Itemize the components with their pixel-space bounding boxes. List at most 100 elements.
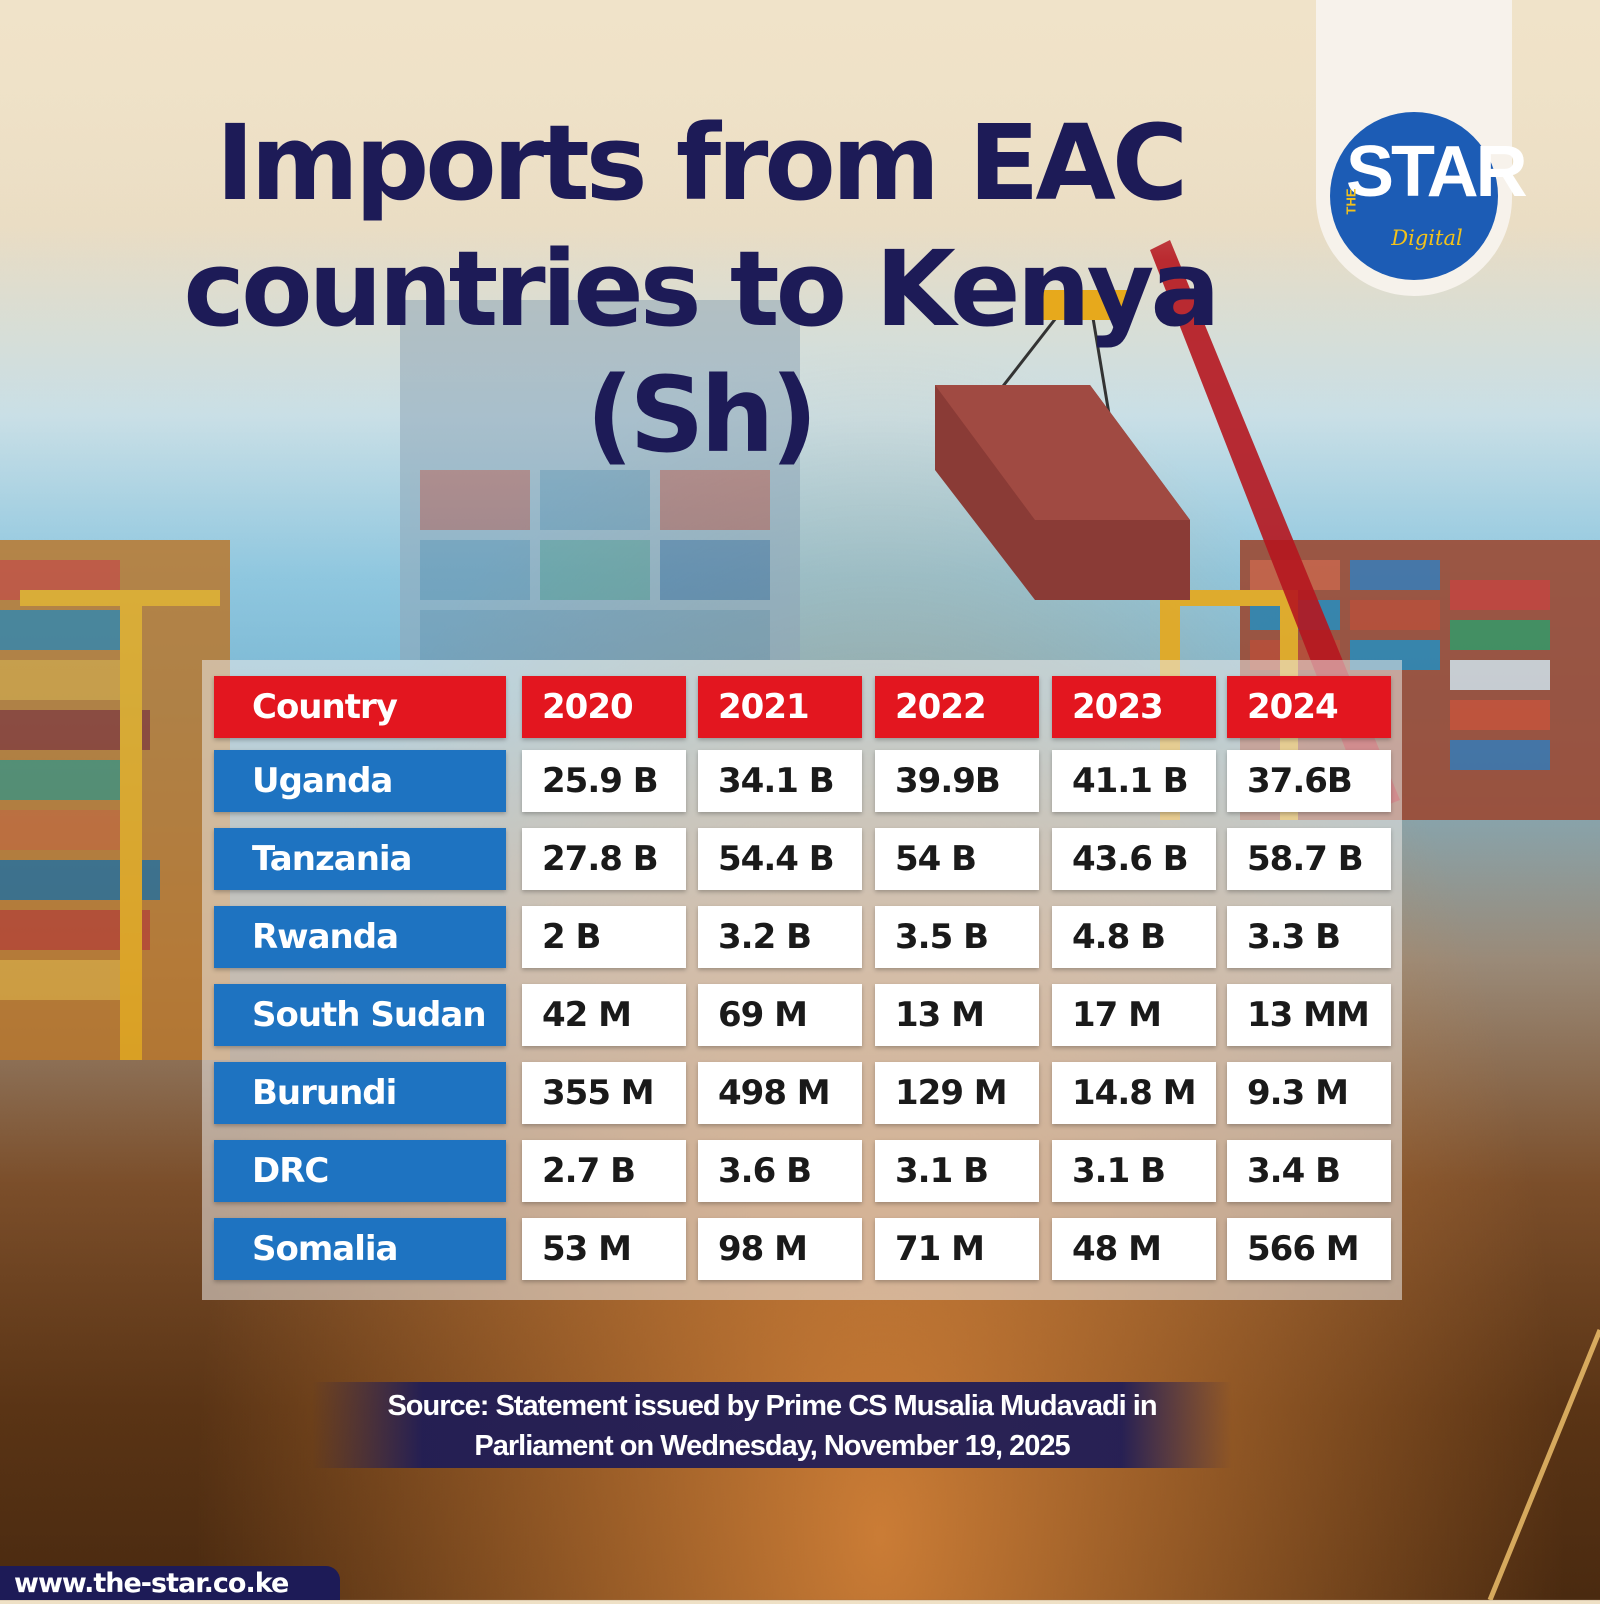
cell-tanzania-2021-text: 54.4 B: [718, 839, 835, 879]
cell-uganda-2022-text: 39.9B: [895, 761, 1001, 801]
cell-uganda-2022: 39.9B: [875, 750, 1039, 812]
cell-burundi-2023-text: 14.8 M: [1072, 1073, 1197, 1113]
cell-drc-2023-text: 3.1 B: [1072, 1151, 1166, 1191]
cell-drc-2020: 2.7 B: [522, 1140, 686, 1202]
header-country-text: Country: [252, 687, 398, 727]
cell-drc-2022: 3.1 B: [875, 1140, 1039, 1202]
header-year-2022: 2022: [875, 676, 1039, 738]
cell-south-sudan-2022-text: 13 M: [895, 995, 985, 1035]
title-line-1: Imports from EAC: [215, 102, 1188, 224]
cell-rwanda-2020-text: 2 B: [542, 917, 601, 957]
the-star-logo: [1330, 112, 1498, 280]
cell-uganda-2020: 25.9 B: [522, 750, 686, 812]
cell-rwanda-2022: 3.5 B: [875, 906, 1039, 968]
header-year-2022-text: 2022: [895, 687, 987, 727]
row-label-uganda-text: Uganda: [252, 761, 393, 801]
cell-tanzania-2020-text: 27.8 B: [542, 839, 659, 879]
row-label-tanzania-text: Tanzania: [252, 839, 412, 879]
cell-drc-2021: 3.6 B: [698, 1140, 862, 1202]
header-year-2020-text: 2020: [542, 687, 634, 727]
row-label-south-sudan-text: South Sudan: [252, 995, 487, 1035]
cell-south-sudan-2020-text: 42 M: [542, 995, 632, 1035]
cell-tanzania-2020: 27.8 B: [522, 828, 686, 890]
cell-burundi-2024: 9.3 M: [1227, 1062, 1391, 1124]
cell-drc-2022-text: 3.1 B: [895, 1151, 989, 1191]
cell-uganda-2024: 37.6B: [1227, 750, 1391, 812]
chart-title: Imports from EAC countries to Kenya (Sh): [160, 100, 1240, 478]
cell-drc-2024: 3.4 B: [1227, 1140, 1391, 1202]
cell-tanzania-2023: 43.6 B: [1052, 828, 1216, 890]
header-country: Country: [214, 676, 506, 738]
cell-tanzania-2023-text: 43.6 B: [1072, 839, 1189, 879]
cell-burundi-2024-text: 9.3 M: [1247, 1073, 1349, 1113]
cell-burundi-2021-text: 498 M: [718, 1073, 831, 1113]
cell-rwanda-2023: 4.8 B: [1052, 906, 1216, 968]
cell-uganda-2021: 34.1 B: [698, 750, 862, 812]
row-label-drc: DRC: [214, 1140, 506, 1202]
cell-tanzania-2024-text: 58.7 B: [1247, 839, 1364, 879]
cell-uganda-2023: 41.1 B: [1052, 750, 1216, 812]
row-label-drc-text: DRC: [252, 1151, 329, 1191]
cell-rwanda-2024: 3.3 B: [1227, 906, 1391, 968]
cell-somalia-2021-text: 98 M: [718, 1229, 808, 1269]
row-label-burundi-text: Burundi: [252, 1073, 397, 1113]
header-year-2024: 2024: [1227, 676, 1391, 738]
header-year-2021: 2021: [698, 676, 862, 738]
cell-tanzania-2022-text: 54 B: [895, 839, 977, 879]
source-note: Source: Statement issued by Prime CS Mus…: [312, 1386, 1232, 1466]
cell-south-sudan-2024: 13 MM: [1227, 984, 1391, 1046]
cell-drc-2024-text: 3.4 B: [1247, 1151, 1341, 1191]
cell-somalia-2021: 98 M: [698, 1218, 862, 1280]
source-line-1: Source: Statement issued by Prime CS Mus…: [387, 1390, 1157, 1422]
url-tag: [0, 1566, 340, 1600]
header-year-2023-text: 2023: [1072, 687, 1164, 727]
cell-drc-2020-text: 2.7 B: [542, 1151, 636, 1191]
source-line-2: Parliament on Wednesday, November 19, 20…: [474, 1430, 1070, 1462]
cell-rwanda-2021: 3.2 B: [698, 906, 862, 968]
cell-burundi-2022: 129 M: [875, 1062, 1039, 1124]
cell-somalia-2024: 566 M: [1227, 1218, 1391, 1280]
cell-somalia-2023: 48 M: [1052, 1218, 1216, 1280]
cell-uganda-2020-text: 25.9 B: [542, 761, 659, 801]
cell-south-sudan-2023: 17 M: [1052, 984, 1216, 1046]
cell-drc-2023: 3.1 B: [1052, 1140, 1216, 1202]
cell-drc-2021-text: 3.6 B: [718, 1151, 812, 1191]
cell-south-sudan-2022: 13 M: [875, 984, 1039, 1046]
cell-south-sudan-2024-text: 13 MM: [1247, 995, 1370, 1035]
row-label-somalia: Somalia: [214, 1218, 506, 1280]
row-label-tanzania: Tanzania: [214, 828, 506, 890]
header-year-2020: 2020: [522, 676, 686, 738]
cell-somalia-2020: 53 M: [522, 1218, 686, 1280]
cell-burundi-2023: 14.8 M: [1052, 1062, 1216, 1124]
cell-rwanda-2020: 2 B: [522, 906, 686, 968]
cell-tanzania-2024: 58.7 B: [1227, 828, 1391, 890]
title-line-3: (Sh): [585, 354, 818, 476]
row-label-uganda: Uganda: [214, 750, 506, 812]
logo-subtitle: Digital: [1391, 226, 1463, 250]
row-label-burundi: Burundi: [214, 1062, 506, 1124]
cell-rwanda-2024-text: 3.3 B: [1247, 917, 1341, 957]
cell-somalia-2024-text: 566 M: [1247, 1229, 1360, 1269]
cell-burundi-2020: 355 M: [522, 1062, 686, 1124]
logo-name: STAR: [1346, 132, 1528, 212]
cell-south-sudan-2020: 42 M: [522, 984, 686, 1046]
cell-tanzania-2022: 54 B: [875, 828, 1039, 890]
cell-tanzania-2021: 54.4 B: [698, 828, 862, 890]
cell-uganda-2024-text: 37.6B: [1247, 761, 1353, 801]
cell-rwanda-2021-text: 3.2 B: [718, 917, 812, 957]
website-url[interactable]: www.the-star.co.ke: [14, 1568, 289, 1599]
cell-somalia-2022-text: 71 M: [895, 1229, 985, 1269]
cell-burundi-2020-text: 355 M: [542, 1073, 655, 1113]
header-year-2023: 2023: [1052, 676, 1216, 738]
header-year-2024-text: 2024: [1247, 687, 1339, 727]
cell-somalia-2023-text: 48 M: [1072, 1229, 1162, 1269]
row-label-somalia-text: Somalia: [252, 1229, 398, 1269]
cell-burundi-2021: 498 M: [698, 1062, 862, 1124]
cell-burundi-2022-text: 129 M: [895, 1073, 1008, 1113]
cell-uganda-2021-text: 34.1 B: [718, 761, 835, 801]
cell-south-sudan-2021: 69 M: [698, 984, 862, 1046]
cell-rwanda-2022-text: 3.5 B: [895, 917, 989, 957]
cell-south-sudan-2023-text: 17 M: [1072, 995, 1162, 1035]
cell-rwanda-2023-text: 4.8 B: [1072, 917, 1166, 957]
source-band: [312, 1382, 1232, 1468]
